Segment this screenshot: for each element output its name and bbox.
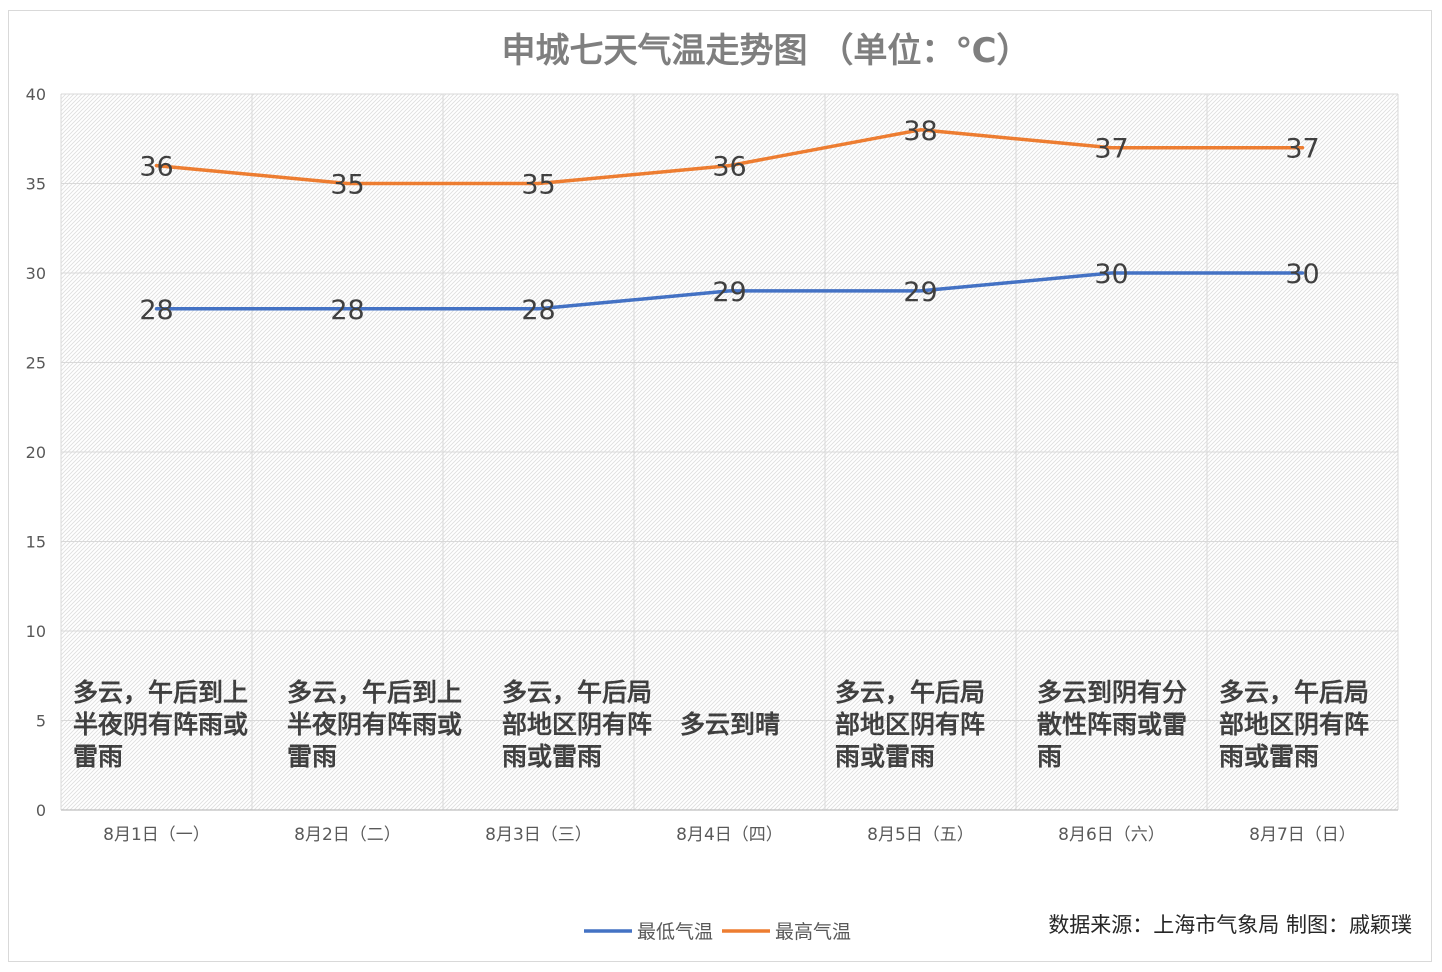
weather-annotation: 多云到阴有分 [1037,678,1187,707]
y-tick-label: 30 [26,264,46,283]
y-tick-label: 0 [36,801,46,820]
weather-annotation: 雨或雷雨 [1219,742,1319,771]
weather-annotation: 雨 [1037,742,1062,771]
data-label: 28 [139,295,173,326]
y-tick-label: 40 [26,85,46,104]
legend: 最低气温 最高气温 [584,921,851,943]
y-axis-ticks: 0 5 10 15 20 25 30 35 40 [26,85,46,820]
legend-label: 最高气温 [775,921,851,943]
data-label: 30 [1285,259,1319,290]
weather-annotation: 部地区阴有阵 [1219,710,1369,739]
y-tick-label: 25 [26,354,46,373]
x-tick-label: 8月3日（三） [485,825,592,845]
weather-annotation: 多云，午后局 [835,678,985,707]
source-note: 数据来源：上海市气象局 制图：戚颖璞 [1048,913,1412,937]
y-tick-label: 35 [26,175,46,194]
data-labels: 28 28 28 29 29 30 30 36 35 35 36 38 37 37 [139,116,1319,326]
data-label: 36 [712,152,746,183]
data-label: 35 [521,170,555,201]
weather-annotation: 雷雨 [73,742,123,771]
gridlines [60,93,1399,811]
weather-annotation: 多云，午后到上 [287,678,462,707]
data-label: 29 [903,277,937,308]
y-tick-label: 5 [36,712,46,731]
weather-annotation: 部地区阴有阵 [502,710,652,739]
x-axis-ticks: 8月1日（一） 8月2日（二） 8月3日（三） 8月4日（四） 8月5日（五） 8月6日（… [103,825,1356,845]
series-line-min [154,271,1305,311]
weather-annotation: 雨或雷雨 [835,742,935,771]
data-label: 30 [1094,259,1128,290]
data-label: 29 [712,277,746,308]
weather-annotation: 半夜阴有阵雨或 [287,710,462,739]
series-lines [154,128,1305,311]
data-label: 37 [1094,134,1128,165]
x-tick-label: 8月7日（日） [1249,825,1356,845]
data-label: 28 [521,295,555,326]
series-line-max [154,128,1305,186]
weather-annotation: 多云，午后到上 [73,678,248,707]
data-label: 37 [1285,134,1319,165]
data-label: 36 [139,152,173,183]
data-label: 28 [330,295,364,326]
weather-annotation: 部地区阴有阵 [835,710,985,739]
weather-annotation: 多云，午后局 [1219,678,1369,707]
y-tick-label: 20 [26,443,46,462]
chart-title: 申城七天气温走势图 （单位：℃） [501,31,1030,71]
x-tick-label: 8月6日（六） [1058,825,1165,845]
x-tick-label: 8月1日（一） [103,825,210,845]
weather-annotation: 雨或雷雨 [502,742,602,771]
weather-annotation: 雷雨 [287,742,337,771]
weather-annotation: 多云到晴 [680,710,780,739]
x-tick-label: 8月2日（二） [294,825,401,845]
legend-label: 最低气温 [637,921,713,943]
y-tick-label: 10 [26,622,46,641]
weather-annotation: 散性阵雨或雷 [1037,710,1187,739]
weather-annotation: 半夜阴有阵雨或 [73,710,248,739]
y-tick-label: 15 [26,533,46,552]
weather-annotation: 多云，午后局 [502,678,652,707]
data-label: 38 [903,116,937,147]
data-label: 35 [330,170,364,201]
x-tick-label: 8月5日（五） [867,825,974,845]
x-tick-label: 8月4日（四） [676,825,783,845]
weather-annotations: 多云，午后到上半夜阴有阵雨或雷雨多云，午后到上半夜阴有阵雨或雷雨多云，午后局部地… [73,678,1369,771]
